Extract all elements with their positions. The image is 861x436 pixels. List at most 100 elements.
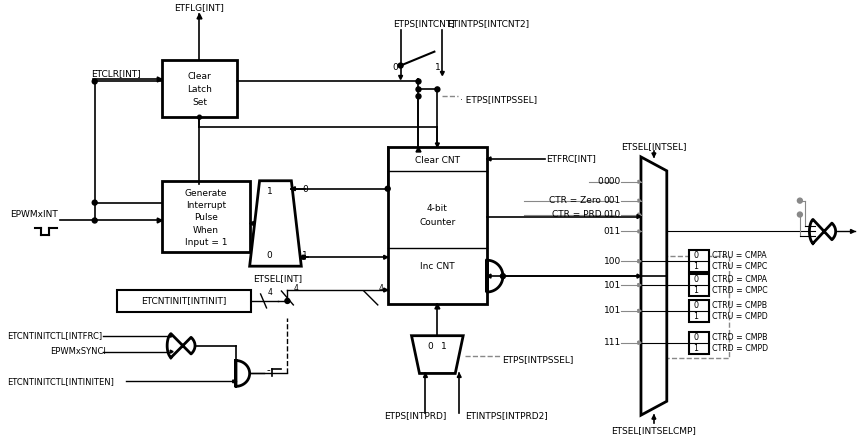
Text: Generate: Generate <box>185 189 227 198</box>
Text: ETPS[INTPRD]: ETPS[INTPRD] <box>384 411 447 420</box>
Polygon shape <box>638 283 641 286</box>
Polygon shape <box>170 350 173 353</box>
Circle shape <box>797 212 802 217</box>
Polygon shape <box>170 334 173 337</box>
Text: 100: 100 <box>604 257 621 266</box>
Text: 1: 1 <box>435 63 440 72</box>
Text: 010: 010 <box>604 210 621 219</box>
Text: Input = 1: Input = 1 <box>185 238 227 247</box>
Polygon shape <box>637 215 641 218</box>
Text: ETPS[INTPSSEL]: ETPS[INTPSSEL] <box>502 355 573 364</box>
Text: EPWMxINT: EPWMxINT <box>10 210 58 219</box>
Polygon shape <box>487 274 491 278</box>
Circle shape <box>285 299 290 303</box>
Polygon shape <box>167 334 195 358</box>
Text: 0: 0 <box>693 275 698 284</box>
Text: 1: 1 <box>693 344 698 353</box>
Bar <box>162 181 250 252</box>
Text: ETINTPS[INTPRD2]: ETINTPS[INTPRD2] <box>465 411 548 420</box>
Polygon shape <box>301 255 306 259</box>
Text: ETCNTINITCTL[INTFRC]: ETCNTINITCTL[INTFRC] <box>7 331 102 340</box>
Text: ETSEL[INT]: ETSEL[INT] <box>253 275 302 283</box>
Polygon shape <box>158 218 162 223</box>
Polygon shape <box>384 288 387 292</box>
Polygon shape <box>412 336 463 374</box>
Text: 0: 0 <box>267 251 272 260</box>
Circle shape <box>435 87 440 92</box>
Text: 4: 4 <box>294 283 299 293</box>
Text: -: - <box>267 365 270 375</box>
Text: ETSEL[INTSEL]: ETSEL[INTSEL] <box>621 143 686 151</box>
Circle shape <box>92 200 97 205</box>
Text: 0: 0 <box>302 185 308 194</box>
Text: ETCNTINITCTL[INTINITEN]: ETCNTINITCTL[INTINITEN] <box>7 377 115 386</box>
Text: Clear: Clear <box>188 72 211 81</box>
Text: EPWMxSYNCI: EPWMxSYNCI <box>50 347 106 356</box>
Text: 0: 0 <box>428 342 433 351</box>
Polygon shape <box>638 310 641 312</box>
Text: When: When <box>193 226 219 235</box>
Text: CTRD = CMPD: CTRD = CMPD <box>713 344 769 353</box>
Polygon shape <box>158 77 162 82</box>
Text: ETPS[INTCNT]: ETPS[INTCNT] <box>393 19 455 28</box>
Text: 101: 101 <box>604 307 621 315</box>
Polygon shape <box>652 415 656 419</box>
Text: CTRU = CMPD: CTRU = CMPD <box>713 312 768 321</box>
Polygon shape <box>291 187 295 191</box>
Text: 0: 0 <box>693 301 698 310</box>
Text: 1: 1 <box>693 262 698 271</box>
Text: 1: 1 <box>302 251 308 260</box>
Polygon shape <box>440 72 444 75</box>
Text: ETINTPS[INTCNT2]: ETINTPS[INTCNT2] <box>448 19 530 28</box>
Text: CTR = Zero: CTR = Zero <box>549 196 601 205</box>
Circle shape <box>92 218 97 223</box>
Text: Latch: Latch <box>187 85 212 94</box>
Circle shape <box>92 79 97 84</box>
Text: CTRD = CMPB: CTRD = CMPB <box>713 333 768 342</box>
Text: 4: 4 <box>268 287 273 296</box>
Text: Pulse: Pulse <box>194 213 218 222</box>
Text: Set: Set <box>192 98 207 107</box>
Bar <box>689 250 709 272</box>
Text: 1: 1 <box>267 187 272 196</box>
Circle shape <box>197 115 201 119</box>
Text: ETFRC[INT]: ETFRC[INT] <box>547 154 597 164</box>
Circle shape <box>301 255 306 259</box>
Circle shape <box>500 274 505 279</box>
Text: CTRD = CMPA: CTRD = CMPA <box>713 275 767 284</box>
Polygon shape <box>641 157 666 415</box>
Bar <box>116 290 251 312</box>
Polygon shape <box>809 219 836 243</box>
Polygon shape <box>638 310 641 312</box>
Polygon shape <box>638 213 641 216</box>
Text: 011: 011 <box>604 227 621 236</box>
Bar <box>689 274 709 296</box>
Polygon shape <box>399 75 403 79</box>
Text: 1: 1 <box>693 286 698 295</box>
Text: 4-bit: 4-bit <box>427 204 448 213</box>
Text: 101: 101 <box>604 280 621 290</box>
Text: CTRU = CMPB: CTRU = CMPB <box>713 301 767 310</box>
Polygon shape <box>250 181 301 266</box>
Polygon shape <box>457 374 461 378</box>
Circle shape <box>385 186 390 191</box>
Circle shape <box>416 79 421 84</box>
Text: · ETPS[INTPSSEL]: · ETPS[INTPSSEL] <box>461 95 537 104</box>
Polygon shape <box>638 341 641 344</box>
Text: Inc CNT: Inc CNT <box>420 262 455 271</box>
Bar <box>689 332 709 354</box>
Polygon shape <box>424 374 427 378</box>
Polygon shape <box>487 260 503 292</box>
Bar <box>162 60 237 117</box>
Text: ETCLR[INT]: ETCLR[INT] <box>90 69 140 78</box>
Text: 000: 000 <box>604 177 621 186</box>
Polygon shape <box>652 153 656 157</box>
Polygon shape <box>435 304 440 309</box>
Text: 4: 4 <box>378 283 383 293</box>
Polygon shape <box>436 143 439 147</box>
Text: Interrupt: Interrupt <box>186 201 226 210</box>
Polygon shape <box>638 230 641 233</box>
Text: ETCNTINIT[INTINIT]: ETCNTINIT[INTINIT] <box>141 296 226 306</box>
Text: 0: 0 <box>598 177 604 186</box>
Polygon shape <box>638 180 641 183</box>
